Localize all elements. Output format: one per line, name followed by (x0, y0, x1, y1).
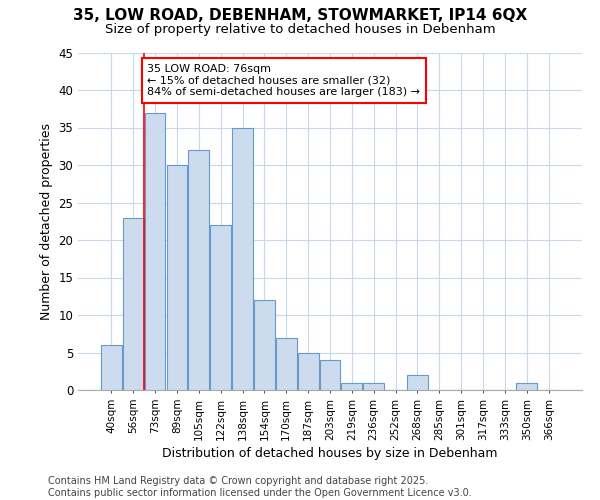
Bar (298, 352, 319, 390)
Bar (320, 360, 340, 390)
Bar (145, 112, 166, 390)
Text: Contains HM Land Registry data © Crown copyright and database right 2025.
Contai: Contains HM Land Registry data © Crown c… (48, 476, 472, 498)
Bar (232, 128, 253, 390)
Bar (101, 345, 122, 390)
Bar (364, 382, 384, 390)
Text: 35 LOW ROAD: 76sqm
← 15% of detached houses are smaller (32)
84% of semi-detache: 35 LOW ROAD: 76sqm ← 15% of detached hou… (148, 64, 421, 97)
Bar (167, 165, 187, 390)
X-axis label: Distribution of detached houses by size in Debenham: Distribution of detached houses by size … (162, 446, 498, 460)
Bar (188, 150, 209, 390)
Bar (341, 382, 362, 390)
Bar (210, 225, 231, 390)
Bar (254, 300, 275, 390)
Y-axis label: Number of detached properties: Number of detached properties (40, 122, 53, 320)
Text: Size of property relative to detached houses in Debenham: Size of property relative to detached ho… (104, 22, 496, 36)
Bar (517, 382, 537, 390)
Bar (276, 338, 296, 390)
Bar (407, 375, 428, 390)
Bar (123, 218, 143, 390)
Text: 35, LOW ROAD, DEBENHAM, STOWMARKET, IP14 6QX: 35, LOW ROAD, DEBENHAM, STOWMARKET, IP14… (73, 8, 527, 22)
